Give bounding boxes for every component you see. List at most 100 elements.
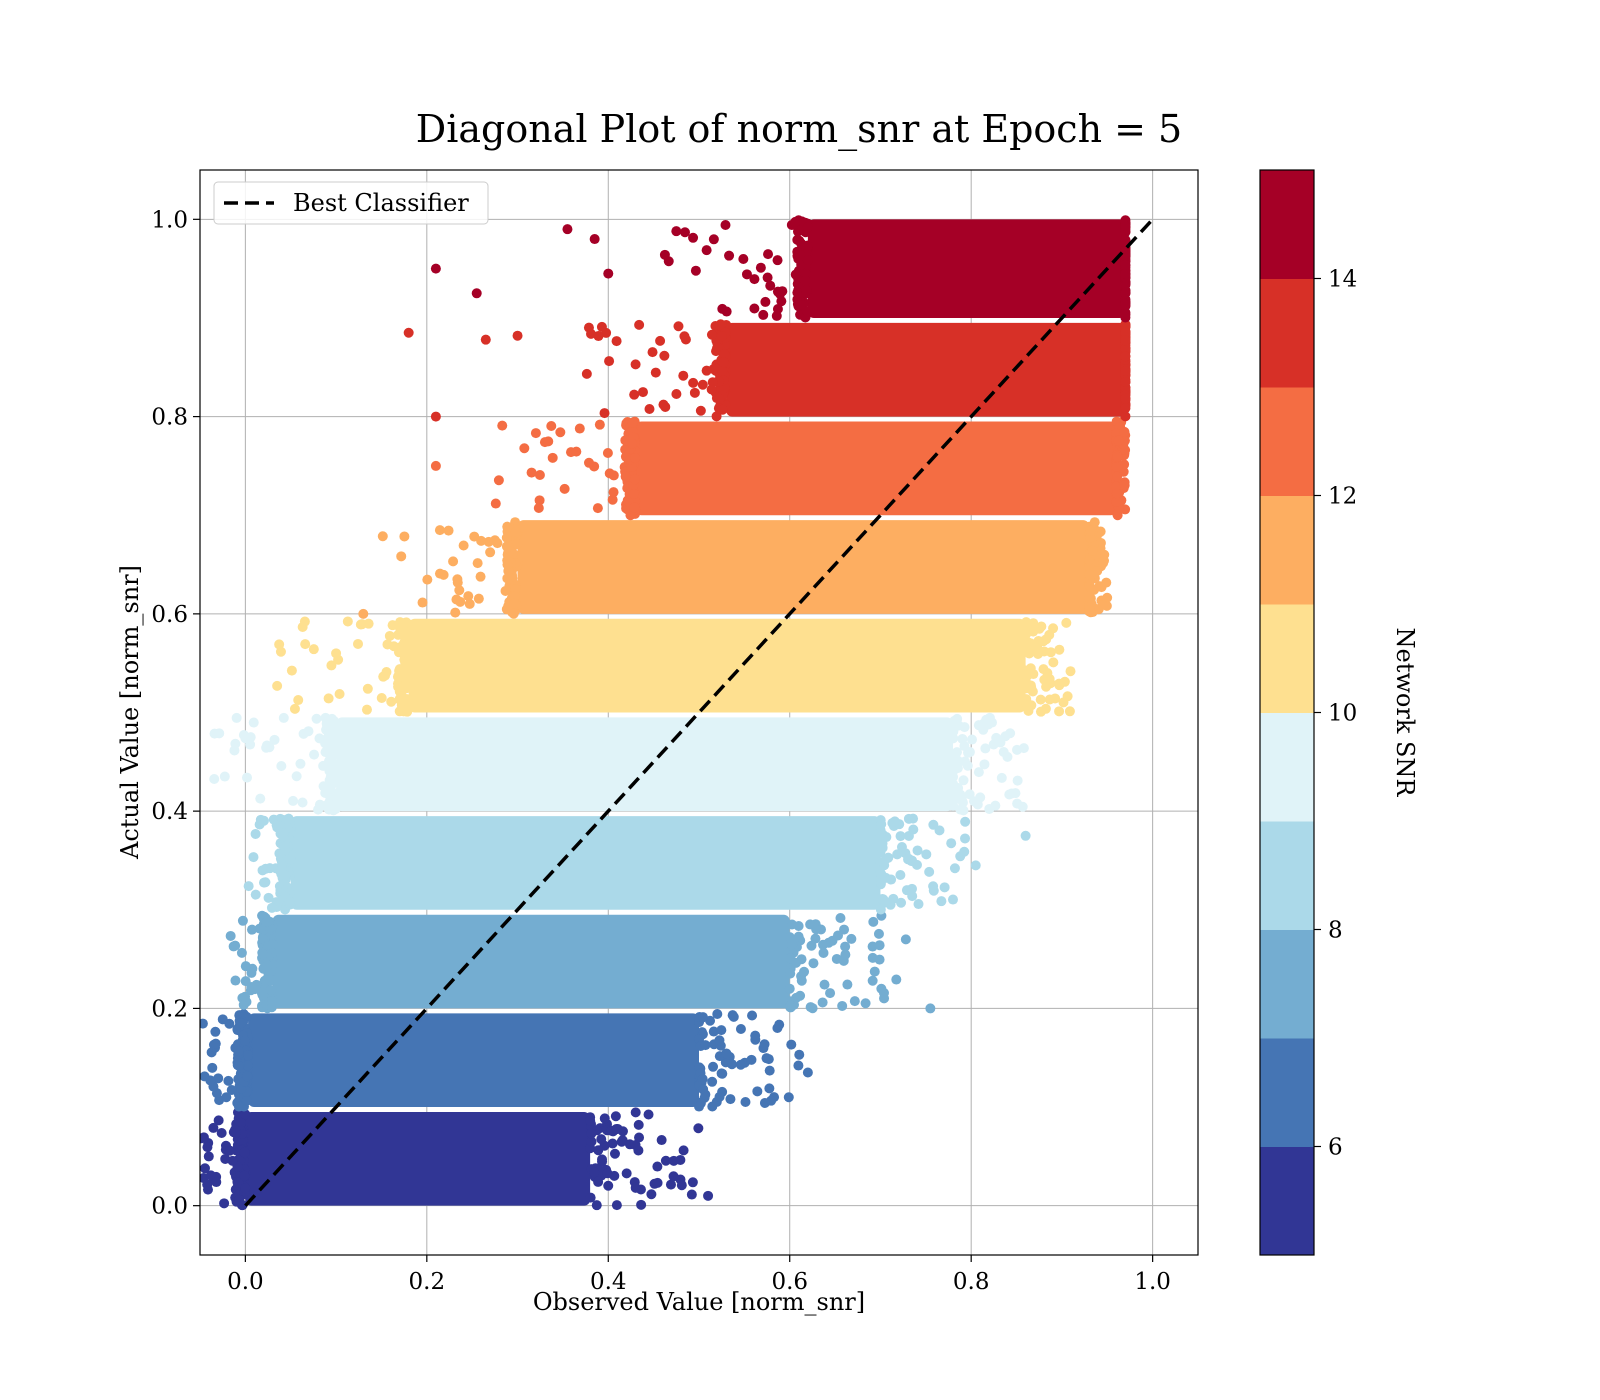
- scatter-point: [764, 1083, 775, 1094]
- scatter-outlier-point: [358, 608, 369, 619]
- scatter-point: [650, 367, 661, 378]
- scatter-point: [721, 306, 732, 317]
- scatter-point: [355, 619, 366, 630]
- x-axis-ticks: 0.0 0.2 0.4 0.6 0.8 1.0: [227, 1255, 1171, 1295]
- scatter-outlier-point: [1002, 751, 1013, 762]
- scatter-point: [760, 296, 771, 307]
- scatter-point: [1035, 706, 1046, 717]
- scatter-point: [242, 772, 253, 783]
- scatter-point: [984, 803, 995, 814]
- scatter-point: [701, 245, 712, 256]
- scatter-point: [298, 728, 309, 739]
- scatter-point: [285, 854, 296, 865]
- scatter-point: [687, 1177, 698, 1188]
- scatter-point: [228, 941, 239, 952]
- scatter-point: [884, 897, 895, 908]
- scatter-point: [248, 852, 259, 863]
- scatter-outlier-point: [703, 1190, 714, 1201]
- scatter-point: [750, 1030, 761, 1041]
- scatter-point: [973, 767, 984, 778]
- scatter-point: [388, 641, 399, 652]
- scatter-outlier-point: [925, 1003, 936, 1014]
- scatter-point: [1086, 584, 1097, 595]
- scatter-point: [225, 930, 236, 941]
- scatter-point: [630, 1140, 641, 1151]
- scatter-point: [211, 1177, 222, 1188]
- scatter-point: [1062, 691, 1073, 702]
- scatter-point: [1089, 517, 1100, 528]
- scatter-point: [719, 349, 730, 360]
- scatter-point: [802, 240, 813, 251]
- scatter-point: [607, 1138, 618, 1149]
- scatter-point: [707, 1101, 718, 1112]
- scatter-point: [697, 1012, 708, 1023]
- scatter-point: [712, 1009, 723, 1020]
- scatter-point: [979, 759, 990, 770]
- scatter-point: [795, 250, 806, 261]
- scatter-point: [512, 539, 523, 550]
- scatter-point: [448, 556, 459, 567]
- scatter-point: [323, 721, 334, 732]
- scatter-point: [860, 998, 871, 1009]
- scatter-outlier-point: [430, 263, 441, 274]
- scatter-point: [1111, 461, 1122, 472]
- scatter-point: [530, 428, 541, 439]
- scatter-point: [602, 447, 613, 458]
- colorbar-segment: [1260, 929, 1314, 1039]
- scatter-point: [1054, 644, 1065, 655]
- scatter-point: [200, 1018, 208, 1029]
- scatter-point: [387, 620, 398, 631]
- scatter-point: [603, 1180, 614, 1191]
- scatter-point: [772, 303, 783, 314]
- scatter-point: [1020, 629, 1031, 640]
- scatter-point: [246, 924, 257, 935]
- scatter-point: [314, 733, 325, 744]
- scatter-point: [1050, 693, 1061, 704]
- y-axis-label: Actual Value [norm_snr]: [116, 565, 144, 860]
- scatter-point: [326, 752, 337, 763]
- scatter-point: [801, 285, 812, 296]
- scatter-point: [202, 1179, 213, 1190]
- scatter-point: [960, 833, 971, 844]
- scatter-point: [586, 1128, 597, 1139]
- scatter-point: [1038, 664, 1049, 675]
- scatter-point: [1120, 320, 1131, 331]
- scatter-point: [1120, 393, 1131, 404]
- scatter-point: [217, 1014, 228, 1025]
- scatter-point: [708, 1026, 719, 1037]
- scatter-point: [508, 608, 519, 619]
- scatter-point: [617, 1135, 628, 1146]
- scatter-point: [835, 913, 846, 924]
- colorbar-segment: [1260, 387, 1314, 496]
- scatter-point: [223, 1075, 234, 1086]
- scatter-point: [1085, 525, 1096, 536]
- scatter-point: [1084, 555, 1095, 566]
- scatter-point: [764, 1065, 775, 1076]
- legend-entry-label: Best Classifier: [293, 189, 469, 217]
- scatter-point: [510, 517, 521, 528]
- scatter-point: [793, 1060, 804, 1071]
- scatter-point: [318, 760, 329, 771]
- scatter-point: [658, 399, 669, 410]
- scatter-outlier-point: [603, 268, 614, 279]
- scatter-point: [1004, 789, 1015, 800]
- scatter-point: [604, 356, 615, 367]
- scatter-point: [735, 1023, 746, 1034]
- colorbar-segment: [1260, 712, 1314, 822]
- scatter-point: [1119, 480, 1130, 491]
- scatter-point: [741, 269, 752, 280]
- scatter-point: [714, 1035, 725, 1046]
- scatter-point: [1120, 411, 1131, 422]
- scatter-point: [438, 569, 449, 580]
- scatter-point: [948, 771, 959, 782]
- scatter-point: [936, 896, 947, 907]
- scatter-point: [246, 981, 257, 992]
- scatter-point: [1120, 234, 1131, 245]
- scatter-point: [267, 996, 278, 1007]
- scatter-point: [1120, 259, 1131, 270]
- scatter-point: [697, 379, 708, 390]
- scatter-point: [1111, 488, 1122, 499]
- scatter-point: [934, 825, 945, 836]
- scatter-point: [868, 916, 879, 927]
- scatter-point: [1059, 676, 1070, 687]
